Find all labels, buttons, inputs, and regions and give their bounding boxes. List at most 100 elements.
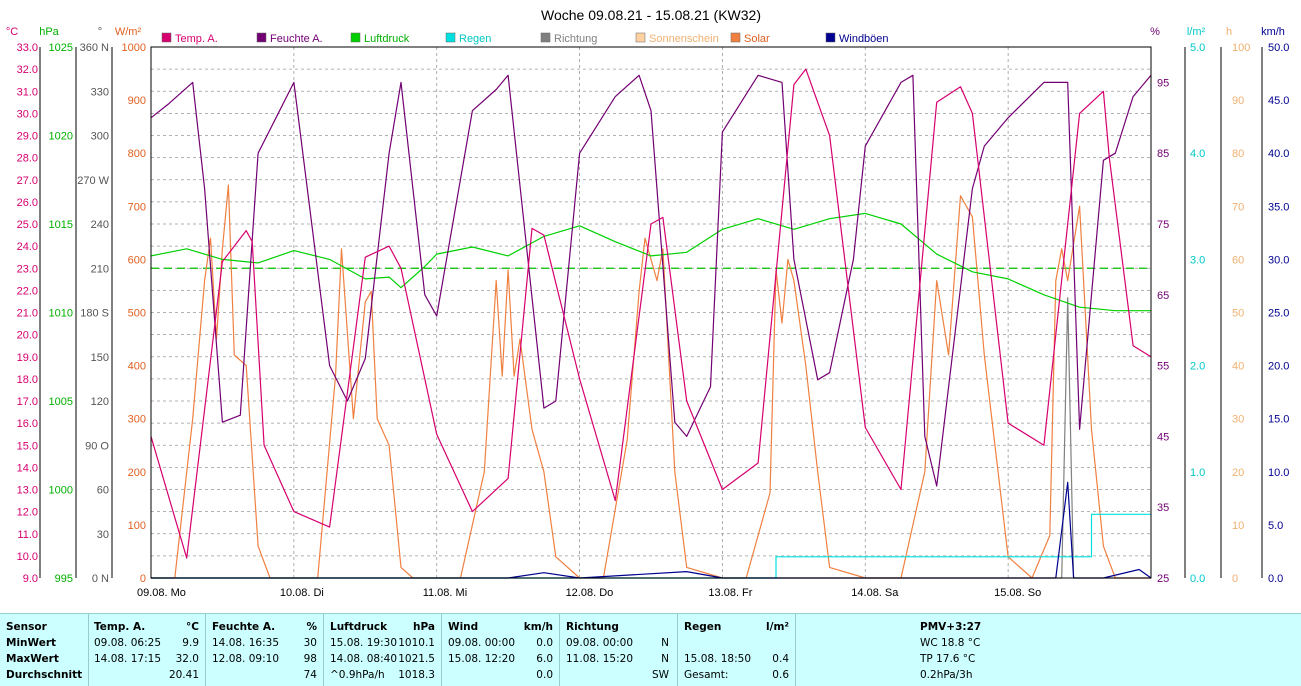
dir-column: Richtung 09.08. 00:00 N 11.08. 15:20 N S…: [560, 614, 678, 686]
hum-axis-tick: 65: [1157, 290, 1169, 302]
wind-column: Wind km/h 09.08. 00:00 0.0 15.08. 12:20 …: [442, 614, 560, 686]
legend-label: Regen: [459, 33, 491, 45]
sun-axis-tick: 40: [1232, 361, 1244, 373]
temp-avg: 20.41: [168, 669, 199, 681]
hum-unit: %: [306, 621, 317, 633]
sun-axis-tick: 20: [1232, 467, 1244, 479]
wind-header: Wind: [448, 621, 479, 633]
rain-axis-title: l/m²: [1187, 26, 1206, 38]
series-feuchte-a: [150, 74, 1152, 487]
wind-max: 6.0: [536, 653, 553, 665]
hum-axis-title: %: [1150, 26, 1160, 38]
sensor-column: Sensor MinWert MaxWert Durchschnitt: [0, 614, 89, 686]
wind-axis-tick: 30.0: [1268, 254, 1289, 266]
wind-unit: km/h: [523, 621, 553, 633]
hum-axis-tick: 35: [1157, 502, 1169, 514]
press-axis-tick: 1010: [49, 308, 73, 320]
temp-axis-title: °C: [6, 26, 18, 38]
wind-min: 0.0: [536, 637, 553, 649]
press-column: Luftdruck hPa 15.08. 19:30 1010.1 14.08.…: [324, 614, 442, 686]
x-tick-label: 15.08. So: [994, 587, 1041, 599]
temp-unit: °C: [186, 621, 199, 633]
axis-titles: °C hPa ° W/m²% l/m² h km/h: [6, 26, 1285, 38]
x-tick-label: 12.08. Do: [566, 587, 614, 599]
rain-axis-tick: 0.0: [1190, 573, 1205, 585]
rain-max: 0.4: [772, 653, 789, 665]
hum-axis-tick: 55: [1157, 361, 1169, 373]
wind-axis-title: km/h: [1261, 26, 1285, 38]
wind-axis-tick: 15.0: [1268, 414, 1289, 426]
press-header: Luftdruck: [330, 621, 388, 633]
wind-axis-tick: 45.0: [1268, 95, 1289, 107]
legend-label: Luftdruck: [364, 33, 410, 45]
x-tick-label: 09.08. Mo: [137, 587, 186, 599]
dir-axis-tick: 30: [97, 529, 109, 541]
temp-axis-tick: 16.0: [17, 418, 38, 430]
x-tick-label: 10.08. Di: [280, 587, 324, 599]
press-axis-tick: 1005: [49, 396, 73, 408]
temp-axis-tick: 20.0: [17, 330, 38, 342]
pmv-wc: WC 18.8 °C: [920, 637, 981, 649]
max-label: MaxWert: [6, 653, 59, 665]
chart-series: [150, 68, 1152, 579]
legend-swatch: [540, 32, 551, 43]
dir-axis-tick: 0 N: [92, 573, 109, 585]
temp-axis-tick: 18.0: [17, 374, 38, 386]
temp-axis-tick: 27.0: [17, 175, 38, 187]
min-label: MinWert: [6, 637, 57, 649]
series-richtung: [151, 297, 1151, 579]
sun-axis-tick: 60: [1232, 254, 1244, 266]
right-axes: 95857565554535255.04.03.02.01.00.0100908…: [1157, 42, 1289, 585]
solar-axis-tick: 800: [128, 148, 146, 160]
rain-column: Regen l/m² 15.08. 18:50 0.4 Gesamt: 0.6: [678, 614, 796, 686]
legend-swatch: [350, 32, 361, 43]
plot-frame: [150, 46, 1152, 579]
legend-swatch: [825, 32, 836, 43]
temp-axis-tick: 26.0: [17, 197, 38, 209]
legend-label: Temp. A.: [175, 33, 218, 45]
press-trend: ^0.9hPa/h: [330, 669, 385, 681]
dir-axis-tick: 330: [91, 86, 109, 98]
sun-axis-tick: 80: [1232, 148, 1244, 160]
legend-label: Windböen: [839, 33, 889, 45]
legend-label: Richtung: [554, 33, 597, 45]
dir-axis-tick: 300: [91, 131, 109, 143]
left-axes: 33.0 32.0 31.0 30.0 29.0 28.0 27.0 26.0 25.0 24.0…: [17, 42, 146, 585]
wind-min-time: 09.08. 00:00: [448, 637, 515, 649]
sun-axis-title: h: [1226, 26, 1232, 38]
legend-label: Sonnenschein: [649, 33, 719, 45]
temp-max-time: 14.08. 17:15: [94, 653, 161, 665]
temp-axis-tick: 19.0: [17, 352, 38, 364]
temp-min: 9.9: [182, 637, 199, 649]
temp-axis-tick: 9.0: [23, 573, 38, 585]
rain-total-label: Gesamt:: [684, 669, 729, 681]
hum-column: Feuchte A. % 14.08. 16:35 30 12.08. 09:1…: [206, 614, 324, 686]
temp-axis-tick: 22.0: [17, 285, 38, 297]
wind-max-time: 15.08. 12:20: [448, 653, 515, 665]
dir-avg: SW: [651, 669, 669, 681]
dir-max-time: 11.08. 15:20: [566, 653, 633, 665]
temp-axis-tick: 10.0: [17, 551, 38, 563]
legend-label: Feuchte A.: [270, 33, 323, 45]
rain-axis-tick: 3.0: [1190, 254, 1205, 266]
wind-axis-tick: 40.0: [1268, 148, 1289, 160]
legend-label: Solar: [744, 33, 770, 45]
temp-column: Temp. A. °C 09.08. 06:25 9.9 14.08. 17:1…: [89, 614, 206, 686]
hum-max-time: 12.08. 09:10: [212, 653, 279, 665]
hum-axis-tick: 95: [1157, 77, 1169, 89]
temp-axis-tick: 30.0: [17, 108, 38, 120]
legend-swatch: [256, 32, 267, 43]
press-axis-tick: 1020: [49, 131, 73, 143]
solar-axis-tick: 400: [128, 361, 146, 373]
temp-axis-tick: 11.0: [17, 529, 38, 541]
rain-axis-tick: 5.0: [1190, 42, 1205, 54]
chart-title: Woche 09.08.21 - 15.08.21 (KW32): [541, 7, 761, 23]
press-axis-tick: 1015: [49, 219, 73, 231]
solar-axis-tick: 1000: [122, 42, 146, 54]
press-unit: hPa: [413, 621, 435, 633]
rain-max-time: 15.08. 18:50: [684, 653, 751, 665]
dir-min: N: [661, 637, 669, 649]
sun-axis-tick: 0: [1232, 573, 1238, 585]
dir-header: Richtung: [566, 621, 619, 633]
hum-max: 98: [303, 653, 317, 665]
